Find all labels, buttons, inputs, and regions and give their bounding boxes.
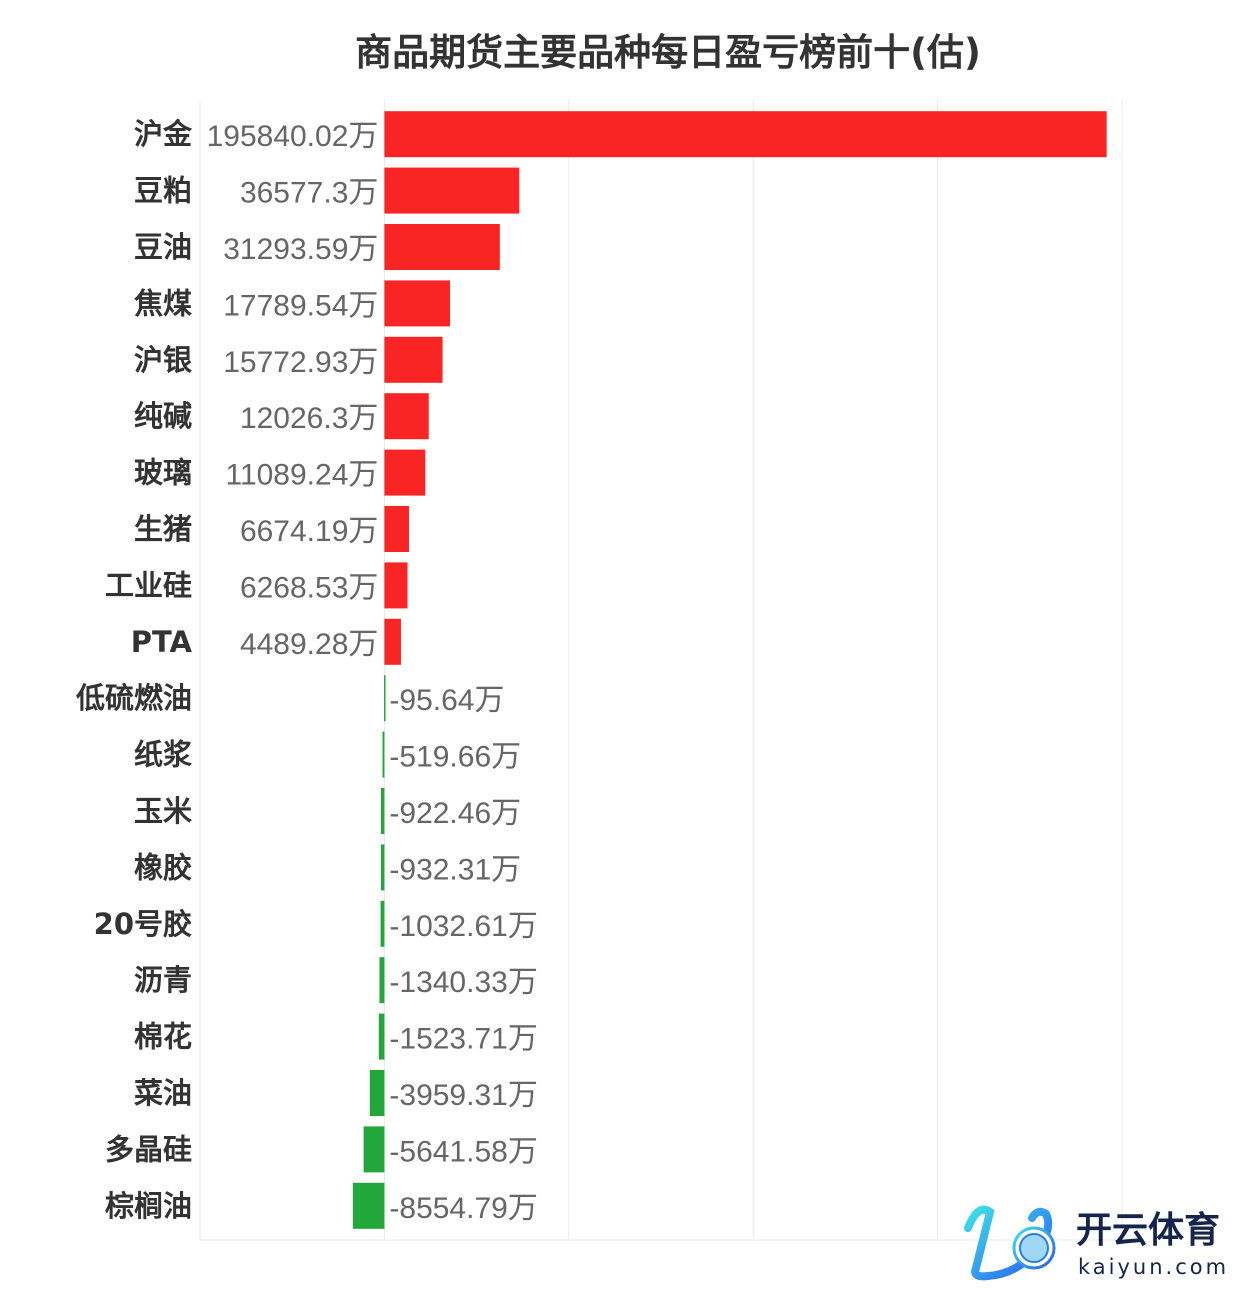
category-label: 多晶硅 [105,1132,192,1166]
category-label: 沪银 [134,343,192,377]
value-label: 36577.3万 [240,177,378,210]
bar [378,1013,385,1060]
value-label: 195840.02万 [207,120,379,153]
category-label: 纯碱 [134,399,192,433]
category-label: 豆油 [134,230,192,264]
value-label: 6674.19万 [240,515,378,548]
category-label: 玉米 [134,794,192,828]
category-label: 20号胶 [94,907,192,941]
category-label: 沪金 [134,117,193,151]
kaiyun-logo: 开云体育 kaiyun.com [964,1205,1229,1281]
value-label: -1340.33万 [389,966,537,999]
category-label: 玻璃 [134,456,192,490]
category-label: 生猪 [134,512,192,546]
category-label: 低硫燃油 [75,681,192,715]
value-label: -3959.31万 [389,1079,537,1112]
bar [384,111,1107,158]
bar [380,844,385,891]
category-label: PTA [131,625,193,659]
bar [382,731,385,778]
category-label: 豆粕 [134,174,192,208]
bar [384,675,386,722]
bar [384,393,429,440]
value-label: 12026.3万 [240,402,378,435]
category-label: 棉花 [134,1020,192,1054]
value-label: 11089.24万 [225,459,378,492]
category-label: 棕榈油 [105,1189,192,1223]
category-label: 菜油 [134,1076,192,1110]
bar [384,224,500,270]
bar [380,788,385,834]
bar [384,167,520,214]
value-label: -8554.79万 [389,1192,537,1225]
bar [384,562,408,609]
value-label: -95.64万 [389,684,504,717]
bar [379,957,385,1004]
bar [384,449,426,496]
bar [384,280,451,327]
bar [363,1126,385,1173]
chart-title: 商品期货主要品种每日盈亏榜前十(估) [355,31,981,74]
value-label: 17789.54万 [223,289,378,322]
value-label: 15772.93万 [223,346,378,379]
category-label: 焦煤 [134,286,192,320]
category-label: 橡胶 [134,850,192,884]
category-label: 沥青 [134,963,192,997]
value-label: -1523.71万 [389,1023,537,1056]
bar [384,618,401,665]
value-label: -922.46万 [389,797,521,830]
category-label: 纸浆 [134,738,193,772]
value-label: -932.31万 [389,853,521,886]
category-label: 工业硅 [105,568,192,602]
bar [384,336,443,383]
bar [352,1182,385,1229]
logo-domain-text: kaiyun.com [1078,1255,1229,1279]
value-label: -519.66万 [389,741,521,774]
logo-brand-text: 开云体育 [1076,1210,1220,1251]
value-label: 31293.59万 [223,233,378,266]
value-label: 4489.28万 [240,628,378,661]
bar [380,900,385,947]
bar [384,506,410,552]
bar [369,1070,385,1116]
value-label: -1032.61万 [389,910,537,943]
value-label: 6268.53万 [240,571,378,604]
value-label: -5641.58万 [389,1135,537,1168]
